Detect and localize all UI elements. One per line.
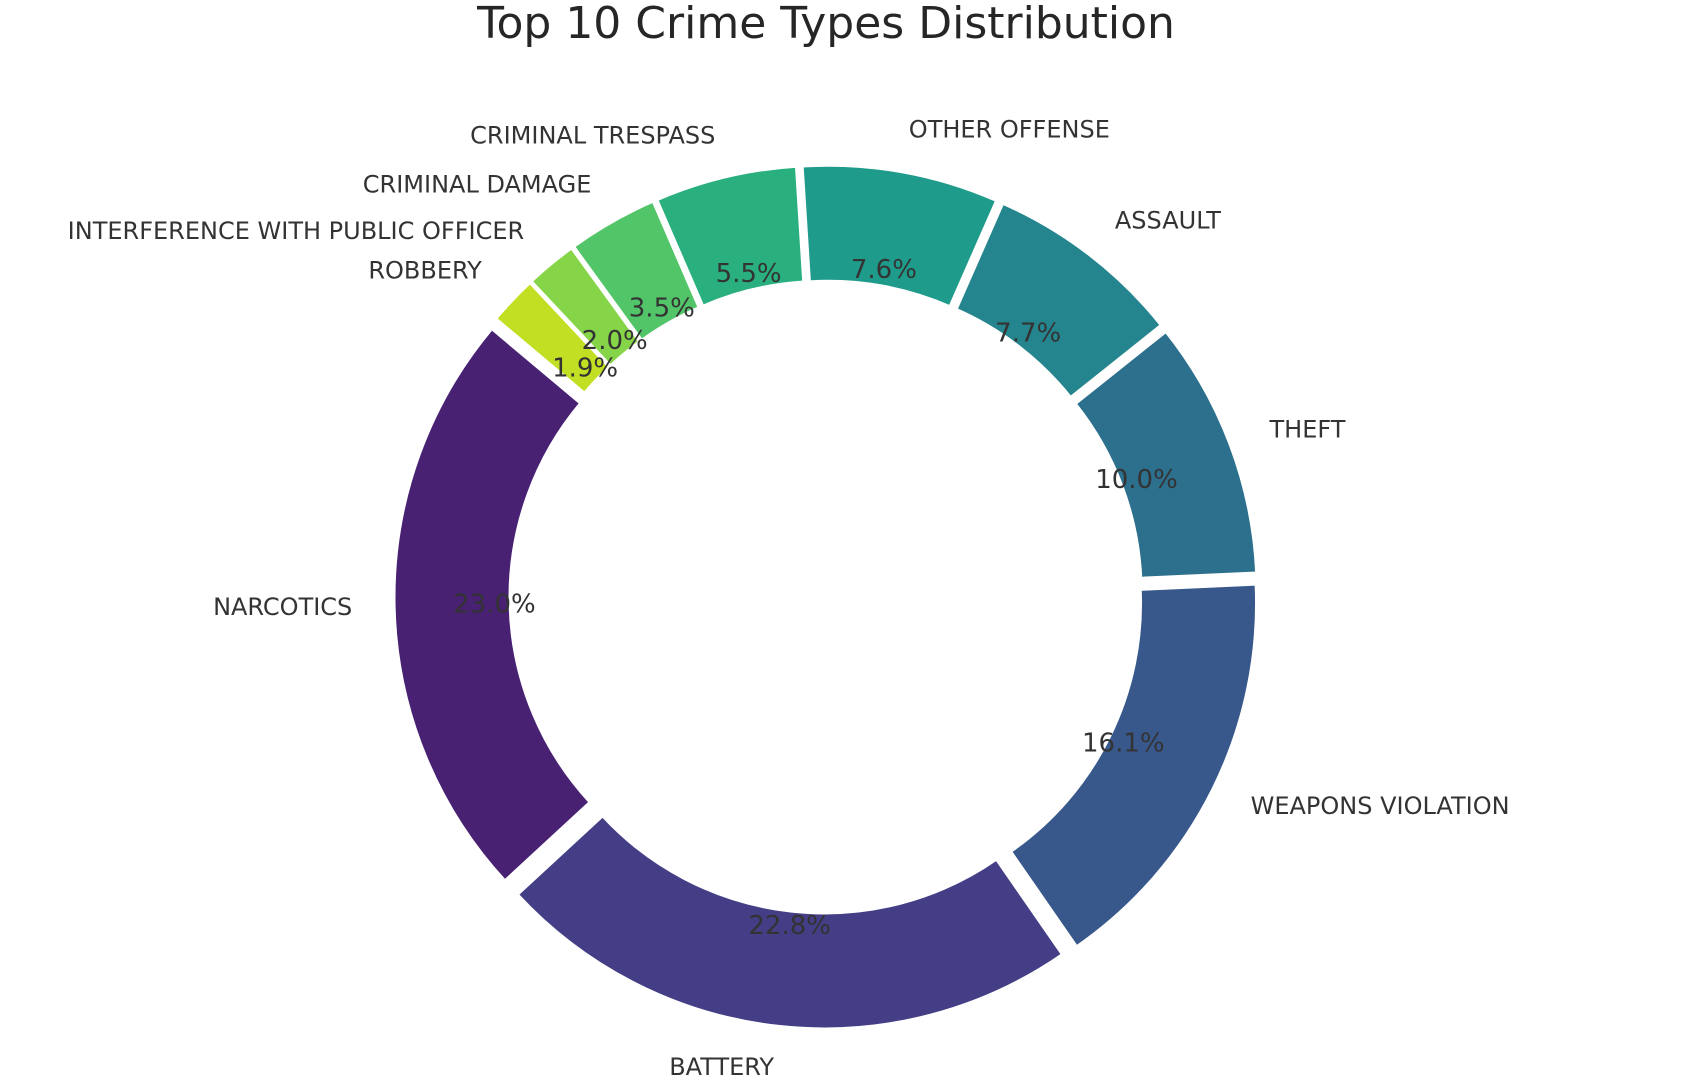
labels-layer: NARCOTICS 23.0% BATTERY 22.8% WEAPONS VIOLAT… [68,116,1510,1082]
slice-battery [515,813,1065,1031]
pct-label-interference-with-public-officer: 2.0% [582,326,648,356]
pct-label-theft: 10.0% [1095,465,1178,495]
slice-label-assault: ASSAULT [1115,207,1221,235]
slice-other-offense [800,163,999,309]
slice-label-robbery: ROBBERY [368,256,482,284]
chart-title: Top 10 Crime Types Distribution [476,0,1175,49]
slice-narcotics [392,326,593,884]
slice-criminal-damage [571,199,702,343]
slice-label-criminal-trespass: CRIMINAL TRESPASS [470,121,715,149]
pct-label-narcotics: 23.0% [453,589,536,619]
slice-label-weapons-violation: WEAPONS VIOLATION [1251,792,1510,820]
pct-label-other-offense: 7.6% [851,255,917,285]
slice-robbery [493,280,612,396]
pct-label-criminal-trespass: 5.5% [716,259,782,289]
slice-assault [954,201,1164,400]
slice-label-theft: THEFT [1269,415,1346,443]
pct-label-criminal-damage: 3.5% [629,293,695,323]
slice-theft [1073,329,1259,580]
slice-weapons-violation [1008,582,1259,949]
slice-label-other-offense: OTHER OFFENSE [909,116,1110,144]
slice-criminal-trespass [654,164,806,309]
slice-interference-with-public-officer [528,245,642,369]
pct-label-robbery: 1.9% [552,354,618,384]
slice-label-battery: BATTERY [669,1053,774,1081]
slice-label-narcotics: NARCOTICS [213,593,352,621]
pct-label-assault: 7.7% [995,319,1061,349]
pct-label-battery: 22.8% [748,911,831,941]
slices-layer [392,163,1259,1031]
pct-label-weapons-violation: 16.1% [1082,729,1165,759]
slice-label-criminal-damage: CRIMINAL DAMAGE [363,170,592,198]
slice-label-interference-with-public-officer: INTERFERENCE WITH PUBLIC OFFICER [68,217,525,245]
